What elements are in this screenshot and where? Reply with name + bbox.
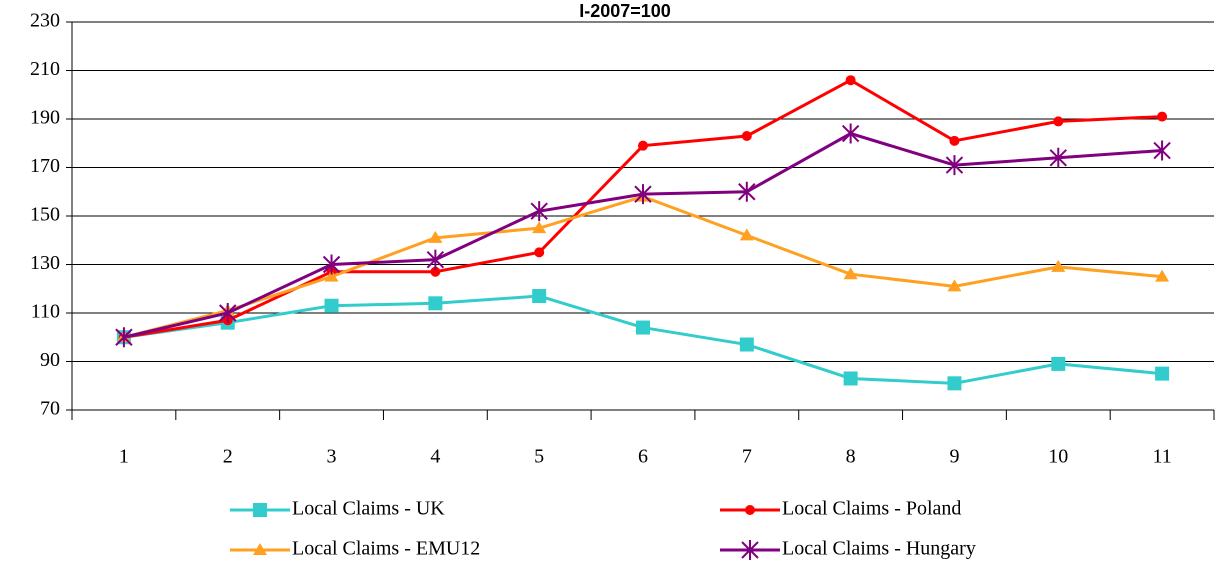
x-tick-label: 5 <box>534 446 544 468</box>
marker <box>324 298 339 313</box>
marker <box>115 327 133 348</box>
marker <box>219 303 237 323</box>
series-line <box>123 195 1163 339</box>
marker <box>428 296 443 311</box>
y-tick-label: 170 <box>30 155 60 177</box>
marker <box>634 184 652 205</box>
marker <box>949 135 960 146</box>
marker <box>253 543 267 555</box>
y-tick-label: 190 <box>30 107 60 129</box>
x-tick-label: 11 <box>1152 446 1171 468</box>
marker <box>745 505 755 515</box>
series-line <box>123 294 1163 385</box>
marker <box>841 123 860 144</box>
marker <box>636 320 650 335</box>
marker <box>738 181 756 202</box>
marker <box>1051 356 1066 371</box>
marker <box>741 130 752 141</box>
marker <box>739 337 754 352</box>
marker <box>1051 259 1066 272</box>
marker <box>1155 366 1170 381</box>
marker <box>947 376 962 391</box>
marker <box>530 201 548 222</box>
marker <box>253 503 267 517</box>
marker <box>1053 116 1064 127</box>
marker <box>843 267 858 280</box>
marker <box>1153 140 1171 161</box>
y-tick-label: 90 <box>40 349 60 371</box>
y-tick-label: 210 <box>30 58 60 80</box>
x-tick-label: 3 <box>327 446 337 468</box>
legend-label: Local Claims - Hungary <box>782 538 976 560</box>
y-tick-label: 130 <box>30 252 60 274</box>
x-tick-label: 1 <box>119 446 129 468</box>
marker <box>1157 111 1168 122</box>
marker <box>947 279 962 292</box>
marker <box>428 230 443 243</box>
marker <box>532 289 547 304</box>
marker <box>534 247 545 258</box>
legend-label: Local Claims - Poland <box>782 498 961 520</box>
y-tick-label: 230 <box>30 10 60 32</box>
x-tick-label: 6 <box>638 446 648 468</box>
marker <box>739 228 754 241</box>
marker <box>1049 147 1067 168</box>
marker <box>638 140 648 151</box>
marker <box>532 221 547 234</box>
marker <box>324 269 339 282</box>
legend-label: Local Claims - EMU12 <box>292 538 480 560</box>
legend-label: Local Claims - UK <box>292 498 445 520</box>
x-tick-label: 10 <box>1048 446 1068 468</box>
marker <box>945 155 964 176</box>
x-tick-label: 4 <box>430 446 440 468</box>
x-tick-label: 7 <box>742 446 752 468</box>
marker <box>1155 269 1170 282</box>
series-line <box>123 131 1163 339</box>
marker <box>430 266 441 277</box>
x-tick-label: 8 <box>846 446 856 468</box>
marker <box>845 75 856 86</box>
y-tick-label: 70 <box>40 398 60 420</box>
marker <box>322 254 341 275</box>
y-tick-label: 110 <box>31 301 60 323</box>
marker <box>843 371 858 386</box>
x-tick-label: 2 <box>223 446 233 468</box>
x-tick-label: 9 <box>949 446 959 468</box>
marker <box>741 540 759 560</box>
marker <box>426 249 445 270</box>
chart-title: I-2007=100 <box>579 1 671 21</box>
y-tick-label: 150 <box>30 204 60 226</box>
